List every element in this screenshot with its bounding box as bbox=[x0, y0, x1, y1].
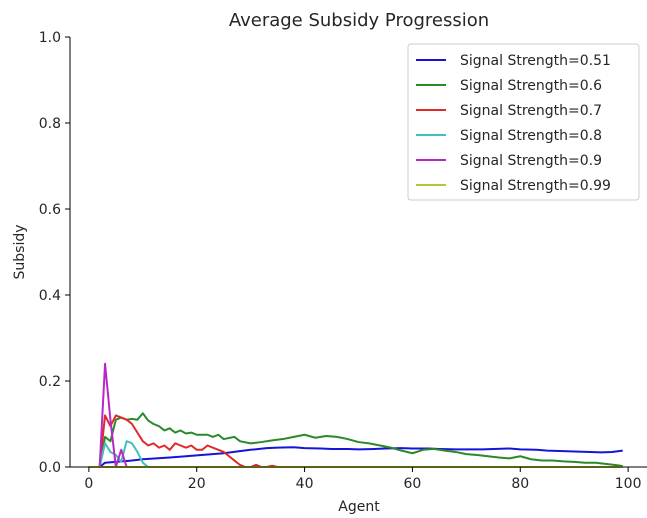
x-tick-label: 40 bbox=[296, 476, 314, 492]
legend-box bbox=[407, 43, 640, 201]
y-axis: 0.0 0.2 0.4 0.6 0.8 1.0 bbox=[39, 30, 71, 476]
legend-label-3: Signal Strength=0.8 bbox=[460, 128, 602, 144]
x-tick-label: 100 bbox=[615, 476, 642, 492]
chart-title: Average Subsidy Progression bbox=[229, 10, 489, 31]
x-axis-label: Agent bbox=[338, 499, 380, 515]
legend-label-1: Signal Strength=0.6 bbox=[460, 78, 602, 94]
y-tick-label: 0.2 bbox=[39, 374, 61, 390]
series-line-1 bbox=[88, 412, 623, 468]
x-tick-label: 20 bbox=[188, 476, 206, 492]
legend-label-5: Signal Strength=0.99 bbox=[460, 178, 611, 194]
legend-label-4: Signal Strength=0.9 bbox=[460, 153, 602, 169]
legend: Signal Strength=0.51 Signal Strength=0.6 S… bbox=[407, 43, 640, 201]
y-axis-label: Subsidy bbox=[12, 224, 28, 279]
y-tick-label: 0.4 bbox=[39, 288, 61, 304]
y-tick-label: 0.0 bbox=[39, 460, 61, 476]
x-tick-label: 80 bbox=[511, 476, 529, 492]
series-line-0 bbox=[88, 446, 623, 468]
y-tick-label: 0.8 bbox=[39, 116, 61, 132]
x-tick-label: 0 bbox=[84, 476, 93, 492]
x-axis: 0 20 40 60 80 100 bbox=[70, 466, 647, 492]
legend-label-0: Signal Strength=0.51 bbox=[460, 53, 611, 69]
y-tick-label: 1.0 bbox=[39, 30, 61, 46]
legend-label-2: Signal Strength=0.7 bbox=[460, 103, 602, 119]
y-tick-label: 0.6 bbox=[39, 202, 61, 218]
x-tick-label: 60 bbox=[404, 476, 422, 492]
